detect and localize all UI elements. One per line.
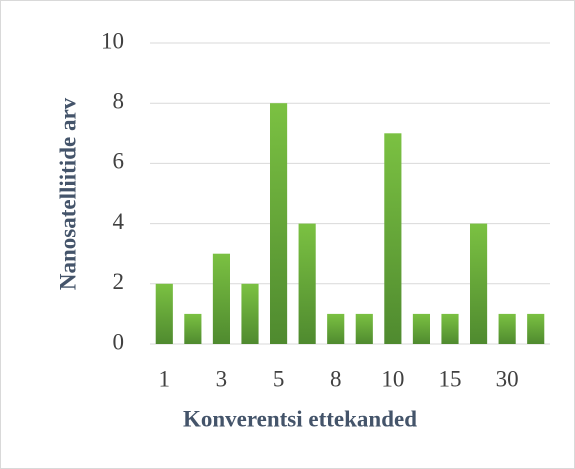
y-tick-label: 2 (113, 269, 125, 294)
bar (270, 103, 288, 344)
bar (384, 133, 402, 344)
x-tick-label: 15 (439, 366, 462, 391)
x-tick-label: 8 (330, 366, 342, 391)
bar (241, 283, 259, 344)
bar (355, 313, 373, 344)
x-tick-label: 5 (273, 366, 285, 391)
bar (212, 253, 230, 344)
bar (184, 313, 202, 344)
bar (441, 313, 459, 344)
bar (412, 313, 430, 344)
y-tick-label: 10 (101, 28, 124, 53)
y-axis-title: Nanosatelliitide arv (55, 97, 80, 290)
bar (155, 283, 173, 344)
bar (498, 313, 516, 344)
x-axis-title: Konverentsi ettekanded (183, 406, 417, 431)
bar (327, 313, 345, 344)
bar (298, 223, 316, 344)
x-tick-label: 3 (216, 366, 228, 391)
x-tick-label: 10 (381, 366, 404, 391)
bar (527, 313, 545, 344)
x-tick-label: 30 (496, 366, 519, 391)
bar (470, 223, 488, 344)
y-tick-label: 4 (113, 209, 125, 234)
y-tick-label: 8 (113, 88, 125, 113)
x-tick-label: 1 (159, 366, 171, 391)
y-tick-label: 6 (113, 149, 125, 174)
y-tick-label: 0 (113, 329, 125, 354)
